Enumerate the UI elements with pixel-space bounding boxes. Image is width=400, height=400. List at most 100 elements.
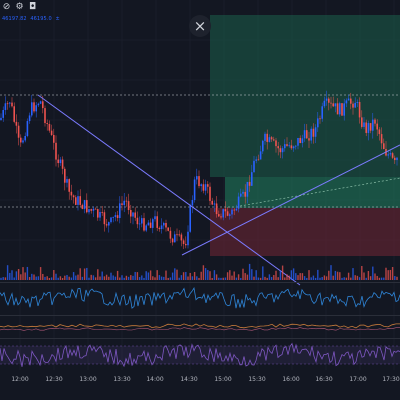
volume-bars <box>0 263 398 280</box>
candle-body <box>53 134 55 143</box>
candle-body <box>35 105 37 112</box>
volume-bar <box>356 275 359 280</box>
volume-bar <box>380 277 383 280</box>
candle-body <box>264 133 266 141</box>
volume-bar <box>81 276 84 280</box>
candles <box>0 90 398 249</box>
candle-body <box>369 123 372 131</box>
position-tool[interactable] <box>210 15 400 256</box>
candle-body <box>229 214 231 216</box>
candle-body <box>20 137 22 143</box>
volume-bar <box>158 275 161 280</box>
candle-body <box>372 119 374 131</box>
candle-body <box>174 234 176 243</box>
candle-body <box>112 216 114 218</box>
volume-bar <box>134 271 136 280</box>
volume-bar <box>290 270 293 280</box>
volume-bar <box>312 275 315 280</box>
volume-bar <box>42 273 44 280</box>
candle-body <box>242 191 244 194</box>
candle-body <box>81 204 84 209</box>
candle-body <box>365 122 367 133</box>
volume-bar <box>4 277 7 280</box>
volume-bar <box>20 274 22 280</box>
time-tick: 15:30 <box>248 376 266 383</box>
volume-bar <box>156 270 158 280</box>
candle-body <box>281 148 284 153</box>
ma-pane <box>0 315 400 331</box>
chart-toolbar: ⊘ ⚙ ◘ <box>0 0 182 14</box>
candle-body <box>389 153 392 155</box>
volume-bar <box>246 274 249 280</box>
horizontal-lines[interactable] <box>0 94 400 208</box>
volume-bar <box>191 276 194 280</box>
candle-body <box>57 159 59 164</box>
volume-bar <box>365 277 367 280</box>
candle-body <box>209 186 211 201</box>
candle-body <box>273 139 275 141</box>
volume-bar <box>59 276 62 280</box>
volume-bar <box>174 268 176 280</box>
candle-body <box>136 217 139 225</box>
candle-body <box>363 122 365 127</box>
volume-bar <box>180 275 183 280</box>
volume-bar <box>83 268 86 280</box>
downtrend-line[interactable] <box>37 94 301 286</box>
volume-bar <box>103 276 106 280</box>
candle-body <box>0 117 2 120</box>
eye-off-icon[interactable]: ⊘ <box>2 1 11 12</box>
candle-body <box>341 103 343 116</box>
candle-body <box>138 223 141 225</box>
volume-bar <box>226 272 229 280</box>
volume-bar <box>385 267 387 280</box>
volume-bar <box>372 266 374 280</box>
volume-bar <box>22 267 24 280</box>
candle-body <box>259 151 262 160</box>
candle-body <box>204 184 207 191</box>
candle-body <box>154 216 156 220</box>
time-tick: 16:30 <box>315 376 333 383</box>
volume-bar <box>68 276 70 280</box>
candle-body <box>97 209 99 218</box>
candle-body <box>105 224 108 226</box>
time-axis[interactable]: 12:00 12:30 13:00 13:30 14:00 14:30 15:0… <box>0 370 400 400</box>
candle-body <box>28 115 31 122</box>
settings-icon[interactable]: ⚙ <box>15 1 24 12</box>
candle-body <box>2 110 4 118</box>
volume-bar <box>202 265 205 280</box>
volume-bar <box>391 267 394 280</box>
candle-body <box>110 217 112 223</box>
candle-body <box>290 145 293 149</box>
volume-bar <box>138 277 141 280</box>
candle-body <box>352 103 354 108</box>
candle-body <box>33 102 35 112</box>
candle-body <box>237 196 240 209</box>
candle-body <box>394 157 396 161</box>
candle-body <box>244 191 246 197</box>
volume-bar <box>244 273 246 280</box>
candle-body <box>149 222 152 228</box>
volume-bar <box>218 277 220 280</box>
volume-bar <box>193 272 196 280</box>
volume-bar <box>367 271 370 280</box>
candle-body <box>44 108 46 124</box>
close-button[interactable]: × <box>189 15 211 37</box>
volume-bar <box>147 272 150 280</box>
volume-bar <box>275 270 277 280</box>
candle-body <box>92 208 95 211</box>
candle-body <box>101 212 103 213</box>
volume-bar <box>279 270 282 280</box>
uptrend-line[interactable] <box>181 144 400 256</box>
volume-bar <box>204 268 207 280</box>
camera-icon[interactable]: ◘ <box>28 1 37 12</box>
candle-body <box>317 118 319 128</box>
trendlines[interactable] <box>37 94 400 286</box>
candle-body <box>94 208 97 210</box>
volume-bar <box>262 266 264 280</box>
target-dashed-line <box>239 177 400 207</box>
candle-body <box>299 137 301 144</box>
profit-zone-entry <box>225 177 400 208</box>
volume-bar <box>303 276 306 280</box>
volume-bar <box>24 272 26 280</box>
